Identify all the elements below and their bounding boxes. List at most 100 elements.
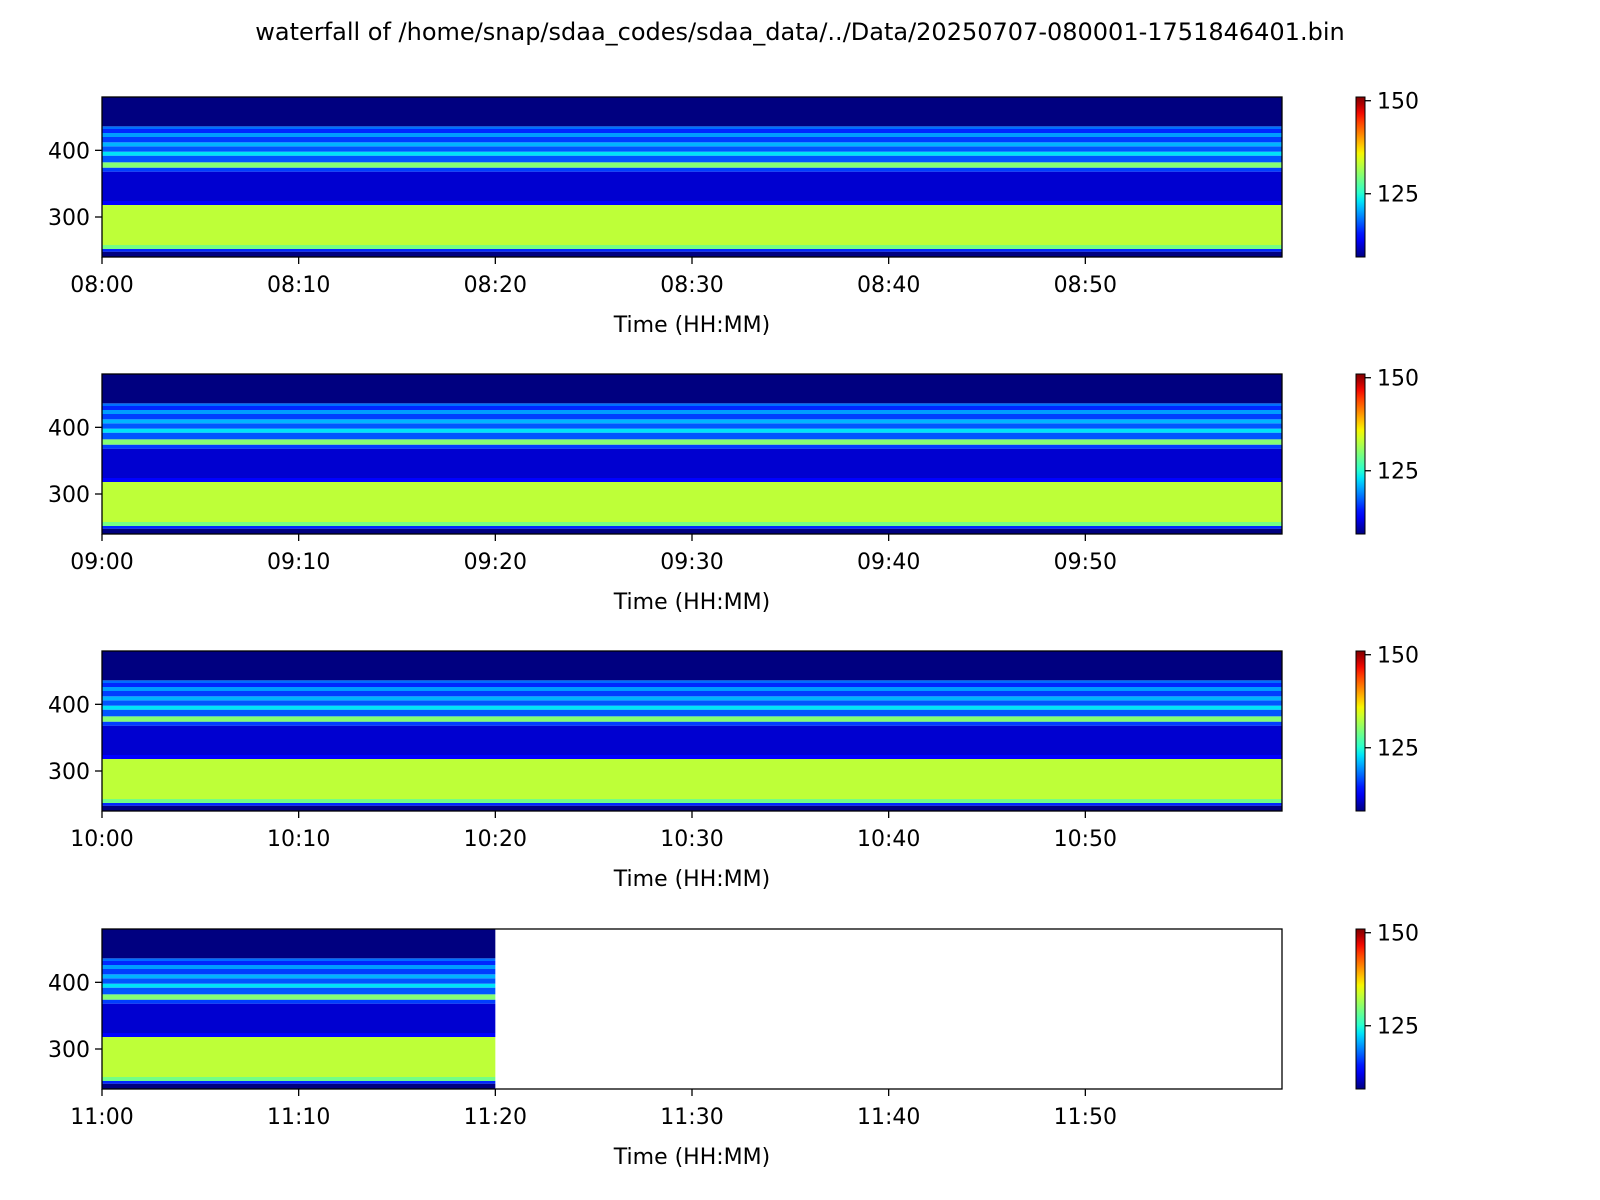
heatmap-band [102,423,1282,429]
heatmap-band [102,528,1282,534]
heatmap-band [102,406,1282,410]
heatmap-band [102,245,1282,249]
x-tick-label: 08:40 [857,273,920,298]
y-tick-label: 400 [48,139,90,164]
colorbar-tick-label: 150 [1377,922,1419,947]
colorbar [1355,96,1366,258]
colorbar-tick-label: 150 [1377,90,1419,115]
heatmap-band [102,1081,496,1084]
heatmap-band [102,974,496,979]
subplot-4: 300 400 11:00 11:10 11:20 11:30 11:40 11:50 Time… [48,922,1419,1170]
heatmap-band [102,721,1282,726]
subplot-1: 300 400 08:00 08:10 08:20 08:30 08:40 08:50 Time… [48,90,1419,338]
heatmap-band [102,151,1282,156]
heatmap-band [102,142,1282,147]
heatmap-band [102,994,496,1000]
heatmap-band [102,999,496,1004]
heatmap-band [102,1003,496,1033]
heatmap-band [102,126,1282,129]
heatmap-band [102,700,1282,706]
colorbar-tick-label: 125 [1377,183,1419,208]
heatmap-band [102,803,1282,806]
heatmap-band [102,205,1282,245]
heatmap-band [102,410,1282,414]
heatmap-band [102,1083,496,1089]
heatmap-band [102,419,1282,424]
x-tick-label: 10:00 [70,827,133,852]
heatmap-band [102,162,1282,168]
x-axis-label: Time (HH:MM) [613,1145,770,1170]
colorbar-tick-label: 150 [1377,644,1419,669]
x-tick-label: 10:30 [660,827,723,852]
x-tick-label: 10:10 [267,827,330,852]
x-tick-label: 11:00 [70,1105,133,1130]
heatmap-band [102,683,1282,687]
heatmap-band [102,755,1282,759]
heatmap-band [102,439,1282,445]
heatmap-band [102,482,1282,522]
heatmap-band [102,251,1282,257]
colorbar-tick-label: 150 [1377,367,1419,392]
subplot-3: 300 400 10:00 10:10 10:20 10:30 10:40 10:50 Time… [48,644,1419,892]
heatmap-band [102,428,1282,433]
heatmap-band [102,987,496,995]
heatmap-band [102,1037,496,1077]
colorbar-tick-label: 125 [1377,1015,1419,1040]
heatmap-band [102,414,1282,420]
x-tick-label: 09:50 [1054,550,1117,575]
x-tick-label: 09:20 [464,550,527,575]
heatmap-band [102,961,496,965]
x-tick-label: 08:10 [267,273,330,298]
x-tick-label: 08:50 [1054,273,1117,298]
figure-title: waterfall of /home/snap/sdaa_codes/sdaa_… [255,18,1345,46]
heatmap-band [102,965,496,969]
colorbar [1355,373,1366,535]
x-axis-label: Time (HH:MM) [613,867,770,892]
y-tick-label: 400 [48,693,90,718]
heatmap-band [102,478,1282,482]
heatmap-band [102,1077,496,1081]
heatmap-band [102,805,1282,811]
heatmap-band [102,97,1282,127]
heatmap-band [102,687,1282,691]
x-tick-label: 08:30 [660,273,723,298]
colorbar-tick-label: 125 [1377,460,1419,485]
heatmap-band [102,799,1282,803]
heatmap-band [102,680,1282,683]
y-tick-label: 300 [48,206,90,231]
x-tick-label: 09:10 [267,550,330,575]
heatmap-band [102,759,1282,799]
heatmap-band [102,448,1282,478]
heatmap-band [102,969,496,975]
x-tick-label: 08:20 [464,273,527,298]
x-axis-label: Time (HH:MM) [613,590,770,615]
heatmap-band [102,171,1282,201]
colorbar [1355,650,1366,812]
x-tick-label: 11:30 [660,1105,723,1130]
heatmap-band [102,526,1282,529]
x-tick-label: 11:10 [267,1105,330,1130]
x-tick-label: 10:50 [1054,827,1117,852]
heatmap-band [102,1033,496,1037]
heatmap-band [102,983,496,988]
heatmap-band [102,249,1282,252]
heatmap-band [102,691,1282,697]
heatmap-band [102,709,1282,717]
y-tick-label: 400 [48,416,90,441]
heatmap-band [102,133,1282,137]
x-tick-label: 09:00 [70,550,133,575]
heatmap-band [102,129,1282,133]
y-tick-label: 300 [48,483,90,508]
x-tick-label: 11:50 [1054,1105,1117,1130]
x-tick-label: 09:30 [660,550,723,575]
heatmap-band [102,716,1282,722]
x-tick-label: 10:20 [464,827,527,852]
x-tick-label: 09:40 [857,550,920,575]
heatmap-band [102,167,1282,172]
heatmap-band [102,725,1282,755]
heatmap-band [102,958,496,961]
y-tick-label: 400 [48,971,90,996]
heatmap-band [102,155,1282,163]
heatmap-band [102,929,496,959]
